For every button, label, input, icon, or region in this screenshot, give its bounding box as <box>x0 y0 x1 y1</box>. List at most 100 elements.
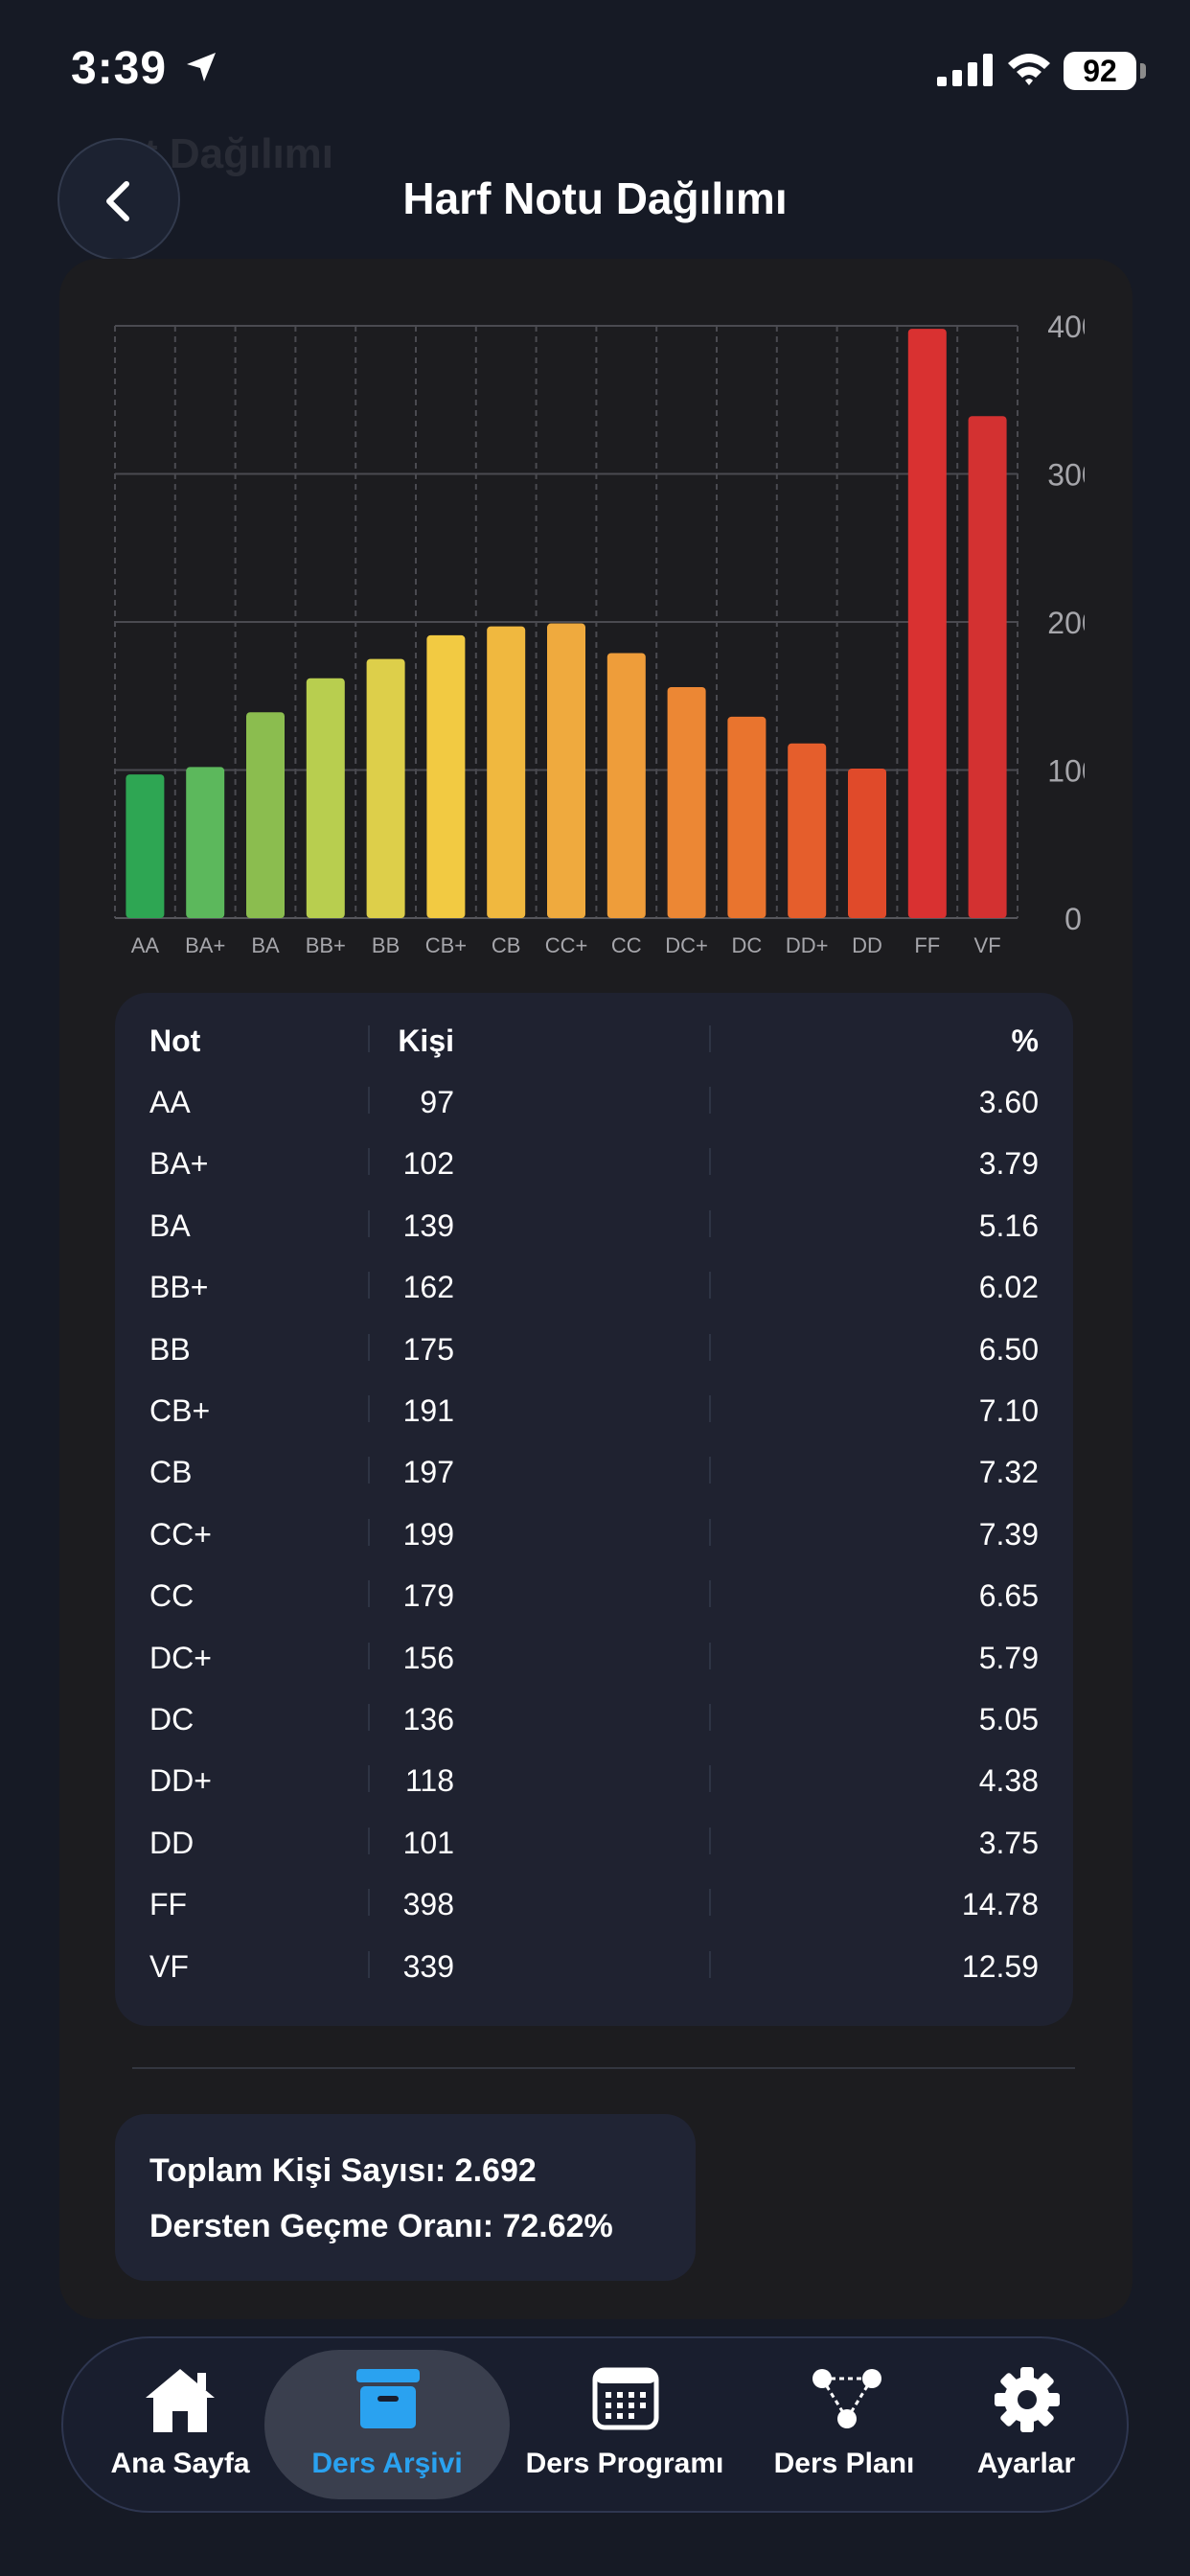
table-cell-count: 136 <box>402 1702 454 1736</box>
summary-box: Toplam Kişi Sayısı: 2.692 Dersten Geçme … <box>115 2114 696 2281</box>
x-tick-label: DD+ <box>786 933 829 957</box>
table-cell-grade: CB+ <box>149 1393 211 1428</box>
x-tick-label: DD <box>852 933 882 957</box>
table-cell-percent: 3.75 <box>978 1826 1039 1860</box>
y-tick-label: 300 <box>1047 458 1085 493</box>
back-button[interactable] <box>57 138 180 261</box>
table-cell-percent: 7.39 <box>978 1517 1039 1552</box>
x-tick-label: DC+ <box>665 933 708 957</box>
table-cell-count: 175 <box>402 1332 454 1367</box>
x-tick-label: BA+ <box>185 933 225 957</box>
x-tick-label: BB <box>372 933 400 957</box>
battery-indicator: 92 <box>1064 52 1136 90</box>
location-arrow-icon <box>187 53 216 81</box>
column-divider <box>709 1643 711 1669</box>
table-cell-count: 179 <box>402 1578 454 1613</box>
x-tick-label: BB+ <box>306 933 346 957</box>
chart-y-labels: 400 300 200 100 0 <box>1047 310 1085 936</box>
chart-x-labels: AA BA+ BA BB+ BB CB+ CB CC+ CC DC+ DC DD+ DD FF VF <box>131 933 1001 957</box>
grade-distribution-chart: AA BA+ BA BB+ BB CB+ CB CC+ CC DC+ DC DD+ DD FF VF 400… <box>114 310 1085 957</box>
table-cell-count: 118 <box>404 1763 454 1798</box>
bar-bb <box>366 658 405 918</box>
gear-icon <box>995 2367 1060 2432</box>
battery-tip <box>1140 63 1146 79</box>
tab-label: Ders Arşivi <box>311 2448 463 2479</box>
column-divider <box>709 1395 711 1422</box>
column-divider <box>368 1457 370 1484</box>
column-divider <box>368 1395 370 1422</box>
column-divider <box>709 1519 711 1546</box>
table-cell-percent: 5.05 <box>978 1702 1039 1736</box>
tab-bar: Ana Sayfa Ders Arşivi Ders Programı <box>61 2336 1129 2513</box>
column-divider <box>368 1704 370 1731</box>
home-icon <box>146 2369 215 2432</box>
table-header-count: Kişi <box>398 1024 454 1058</box>
table-cell-grade: DC+ <box>149 1641 212 1675</box>
table-cell-count: 197 <box>402 1455 454 1489</box>
column-divider <box>709 1272 711 1299</box>
table-cell-grade: VF <box>149 1949 189 1984</box>
table-cell-grade: AA <box>149 1085 191 1119</box>
column-divider <box>368 1087 370 1114</box>
column-divider <box>709 1828 711 1854</box>
tab-ders-programi[interactable]: Ders Programı <box>510 2338 740 2511</box>
bar-ba <box>246 712 285 918</box>
page-title: Harf Notu Dağılımı <box>402 173 788 223</box>
column-divider <box>709 1025 711 1052</box>
tab-ayarlar[interactable]: Ayarlar <box>945 2338 1108 2511</box>
column-divider <box>368 1272 370 1299</box>
column-divider <box>368 1889 370 1916</box>
x-tick-label: BA <box>251 933 280 957</box>
y-tick-label: 200 <box>1047 606 1085 640</box>
table-header-grade: Not <box>149 1024 201 1058</box>
x-tick-label: FF <box>914 933 940 957</box>
table-cell-percent: 14.78 <box>961 1887 1039 1921</box>
tab-ana-sayfa[interactable]: Ana Sayfa <box>100 2338 261 2511</box>
column-divider <box>709 1087 711 1114</box>
calendar-icon <box>592 2367 659 2430</box>
column-divider <box>368 1025 370 1052</box>
table-cell-percent: 5.79 <box>978 1641 1039 1675</box>
table-cell-grade: BB+ <box>149 1270 209 1304</box>
bar-cb-plus <box>426 634 466 918</box>
table-cell-count: 97 <box>420 1085 454 1119</box>
divider <box>132 2067 1075 2069</box>
column-divider <box>709 1951 711 1978</box>
column-divider <box>368 1951 370 1978</box>
tab-label: Ders Planı <box>773 2448 915 2479</box>
archive-icon <box>356 2369 420 2428</box>
table-cell-count: 101 <box>402 1826 454 1860</box>
pass-rate-text: Dersten Geçme Oranı: 72.62% <box>149 2208 613 2244</box>
table-cell-grade: DD+ <box>149 1763 212 1798</box>
column-divider <box>368 1643 370 1669</box>
column-divider <box>709 1148 711 1175</box>
bar-dc-plus <box>667 686 706 918</box>
bar-dd <box>848 768 886 918</box>
table-cell-grade: BA <box>149 1208 191 1243</box>
column-divider <box>368 1828 370 1854</box>
bar-aa <box>126 774 165 918</box>
bar-bb-plus <box>306 678 345 918</box>
x-tick-label: VF <box>974 933 1001 957</box>
table-cell-count: 339 <box>402 1949 454 1984</box>
column-divider <box>709 1457 711 1484</box>
table-cell-count: 191 <box>402 1393 454 1428</box>
table-cell-percent: 4.38 <box>978 1763 1039 1798</box>
table-cell-percent: 3.60 <box>978 1085 1039 1119</box>
table-cell-percent: 6.02 <box>978 1270 1039 1304</box>
tab-label: Ayarlar <box>976 2448 1076 2479</box>
tab-ders-plani[interactable]: Ders Planı <box>744 2338 945 2511</box>
column-divider <box>709 1580 711 1607</box>
x-tick-label: CB <box>492 933 521 957</box>
bar-cb <box>487 626 526 918</box>
bar-cc-plus <box>547 623 585 918</box>
table-cell-grade: DC <box>149 1702 195 1736</box>
table-cell-grade: BB <box>149 1332 191 1367</box>
status-time: 3:39 <box>71 43 168 94</box>
ghost-title: t Dağılımı <box>144 130 334 177</box>
tab-ders-arsivi[interactable]: Ders Arşivi <box>264 2338 510 2511</box>
wifi-icon <box>1008 54 1050 85</box>
bar-ba-plus <box>186 767 225 918</box>
bar-cc <box>606 653 646 918</box>
y-tick-label: 100 <box>1047 754 1085 789</box>
